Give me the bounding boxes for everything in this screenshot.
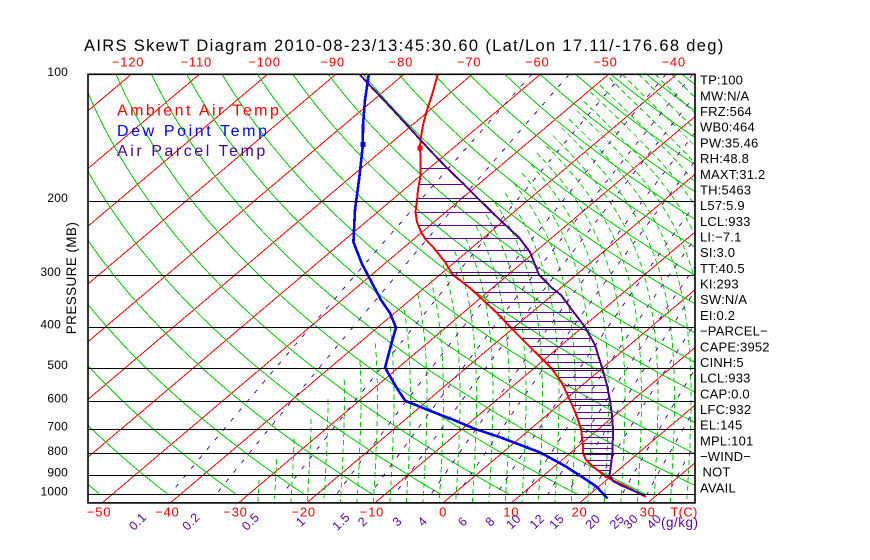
svg-text:20: 20 <box>571 505 587 520</box>
svg-text:PRESSURE (MB): PRESSURE (MB) <box>64 222 79 334</box>
svg-text:TH:5463: TH:5463 <box>700 183 751 198</box>
svg-text:−40: −40 <box>661 55 685 70</box>
svg-text:600: 600 <box>47 391 68 405</box>
svg-text:MW:N/A: MW:N/A <box>700 88 749 103</box>
svg-text:CAPE:3952: CAPE:3952 <box>700 339 770 354</box>
svg-text:0: 0 <box>439 505 447 520</box>
svg-text:MPL:101: MPL:101 <box>700 433 753 448</box>
svg-text:30: 30 <box>640 505 656 520</box>
svg-text:−120: −120 <box>112 55 144 70</box>
svg-text:AVAIL: AVAIL <box>700 480 736 495</box>
svg-text:WB0:464: WB0:464 <box>700 120 755 135</box>
svg-text:EL:145: EL:145 <box>700 418 742 433</box>
svg-text:−110: −110 <box>181 55 213 70</box>
svg-text:10: 10 <box>503 505 519 520</box>
svg-text:−WIND−: −WIND− <box>700 449 751 464</box>
svg-text:1000: 1000 <box>41 485 69 499</box>
svg-text:300: 300 <box>40 265 61 279</box>
svg-text:EI:0.2: EI:0.2 <box>700 308 735 323</box>
svg-text:−90: −90 <box>320 55 344 70</box>
svg-text:−10: −10 <box>360 505 384 520</box>
svg-text:CINH:5: CINH:5 <box>700 355 744 370</box>
svg-text:TT:40.5: TT:40.5 <box>700 261 745 276</box>
svg-text:−80: −80 <box>389 55 413 70</box>
svg-text:200: 200 <box>47 191 68 205</box>
svg-text:−60: −60 <box>525 55 549 70</box>
svg-text:−40: −40 <box>155 505 179 520</box>
svg-text:LI:−7.1: LI:−7.1 <box>700 230 742 245</box>
svg-text:−PARCEL−: −PARCEL− <box>700 324 768 339</box>
svg-text:L57:5.9: L57:5.9 <box>700 198 745 213</box>
svg-text:TP:100: TP:100 <box>700 73 743 88</box>
svg-text:LFC:932: LFC:932 <box>700 402 751 417</box>
svg-text:Ambient Air Temp: Ambient Air Temp <box>117 103 281 120</box>
svg-text:−70: −70 <box>457 55 481 70</box>
svg-text:−50: −50 <box>87 505 111 520</box>
svg-text:LCL:933: LCL:933 <box>700 214 751 229</box>
svg-text:−30: −30 <box>223 505 247 520</box>
svg-text:500: 500 <box>47 358 68 372</box>
svg-text:SI:3.0: SI:3.0 <box>700 245 735 260</box>
svg-text:FRZ:564: FRZ:564 <box>700 104 752 119</box>
svg-text:MAXT:31.2: MAXT:31.2 <box>700 167 765 182</box>
svg-text:800: 800 <box>47 444 68 458</box>
svg-text:AIRS SkewT Diagram 2010-08-23/: AIRS SkewT Diagram 2010-08-23/13:45:30.6… <box>84 37 725 55</box>
svg-text:100: 100 <box>47 65 68 79</box>
svg-text:Air Parcel Temp: Air Parcel Temp <box>117 143 268 160</box>
svg-text:(g/kg): (g/kg) <box>661 515 699 530</box>
svg-text:RH:48.8: RH:48.8 <box>700 151 749 166</box>
svg-text:SW:N/A: SW:N/A <box>700 292 747 307</box>
svg-text:T(C): T(C) <box>670 505 697 520</box>
svg-text:PW:35.46: PW:35.46 <box>700 135 758 150</box>
svg-text:700: 700 <box>47 420 68 434</box>
svg-text:400: 400 <box>40 318 61 332</box>
svg-text:900: 900 <box>47 465 68 479</box>
svg-text:−20: −20 <box>291 505 315 520</box>
svg-text:NOT: NOT <box>703 465 731 480</box>
svg-text:−100: −100 <box>248 55 280 70</box>
svg-text:Dew Point Temp: Dew Point Temp <box>117 123 270 140</box>
svg-text:−50: −50 <box>593 55 617 70</box>
svg-text:LCL:933: LCL:933 <box>700 371 751 386</box>
svg-text:CAP:0.0: CAP:0.0 <box>700 386 750 401</box>
svg-text:KI:293: KI:293 <box>700 277 739 292</box>
